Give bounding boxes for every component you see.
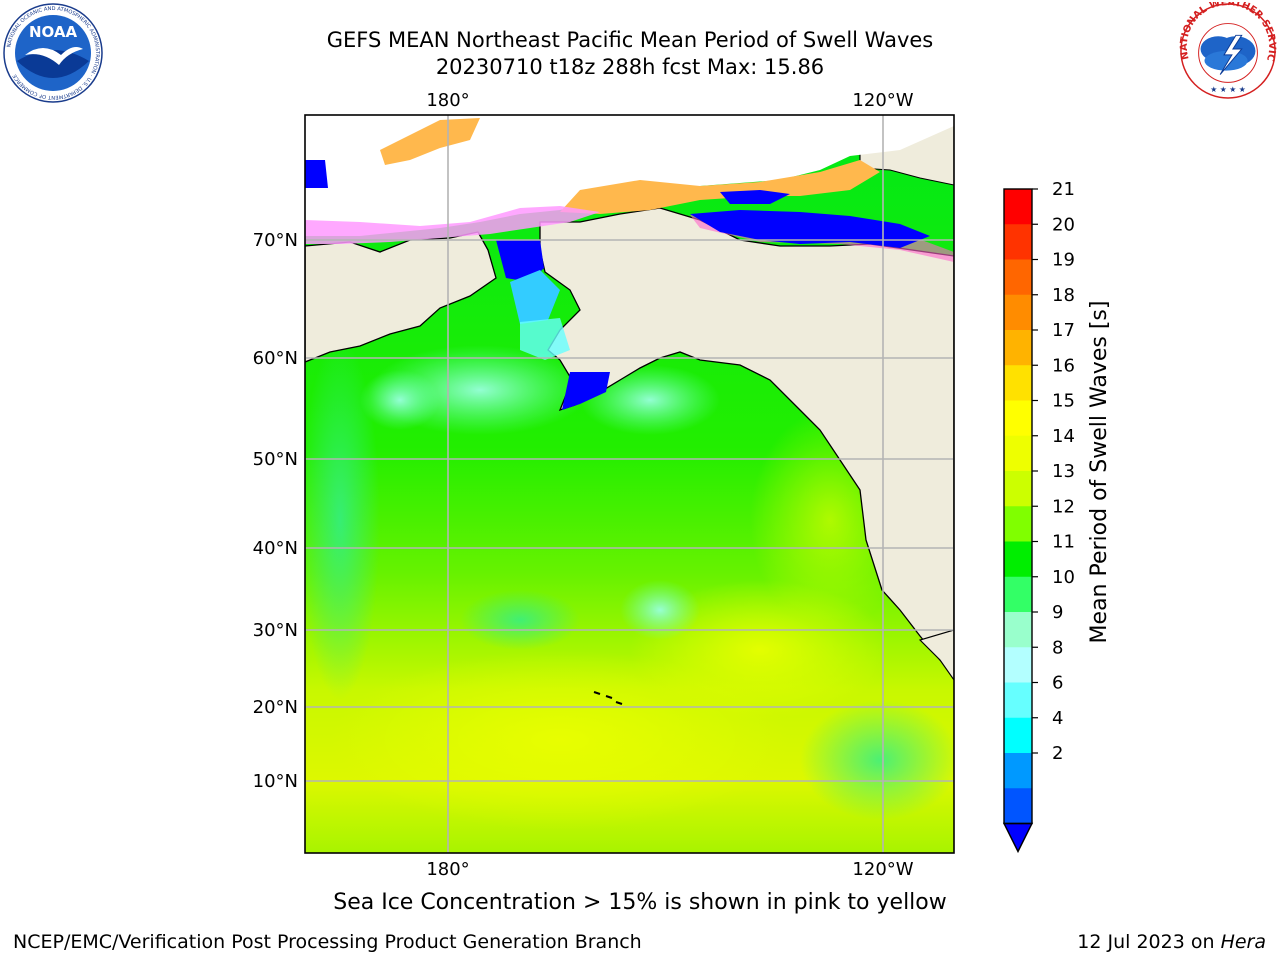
colorbar-tick-label: 9	[1052, 602, 1063, 623]
colorbar-tick-label: 19	[1052, 250, 1075, 271]
colorbar-tick-label: 16	[1052, 355, 1075, 376]
lat-label-20n: 20°N	[253, 697, 298, 718]
colorbar-label: Mean Period of Swell Waves [s]	[1087, 301, 1112, 644]
colorbar-segment	[1004, 647, 1032, 683]
footer-date-text: 12 Jul 2023 on	[1077, 931, 1221, 953]
colorbar-tick-label: 18	[1052, 285, 1075, 306]
lat-label-60n: 60°N	[253, 348, 298, 369]
map-subtitle: 20230710 t18z 288h fcst Max: 15.86	[435, 55, 825, 79]
colorbar-tick-label: 20	[1052, 214, 1075, 235]
map-area	[305, 115, 954, 853]
lat-label-30n: 30°N	[253, 620, 298, 641]
colorbar-segment	[1004, 753, 1032, 789]
nws-logo: NATIONAL WEATHER SERVICE ★ ★ ★ ★	[1178, 2, 1277, 99]
noaa-logo-text: NOAA	[29, 23, 78, 41]
sea-ice-note: Sea Ice Concentration > 15% is shown in …	[333, 890, 947, 915]
colorbar-segment	[1004, 365, 1032, 401]
colorbar-tick-label: 11	[1052, 532, 1075, 553]
colorbar-segment	[1004, 189, 1032, 225]
colorbar: 21 20 19 18 17 16 15 14 13 12 11 10 9 8 6 4 2	[1002, 179, 1075, 854]
colorbar-segment	[1004, 682, 1032, 719]
colorbar-tick-label: 10	[1052, 567, 1075, 588]
map-frame	[304, 114, 955, 854]
lat-label-10n: 10°N	[253, 771, 298, 792]
colorbar-tick-label: 17	[1052, 320, 1075, 341]
map-title: GEFS MEAN Northeast Pacific Mean Period …	[326, 28, 934, 52]
colorbar-tick-label: 15	[1052, 391, 1075, 412]
colorbar-segment	[1004, 294, 1032, 331]
colorbar-extend-arrow	[1002, 822, 1034, 854]
colorbar-segment	[1004, 224, 1032, 260]
lat-label-70n: 70°N	[253, 230, 298, 251]
lon-label-bottom-180: 180°	[426, 859, 469, 880]
colorbar-tick-label: 12	[1052, 496, 1075, 517]
lon-label-bottom-120w: 120°W	[852, 859, 913, 880]
lat-label-40n: 40°N	[253, 538, 298, 559]
colorbar-tick-label: 8	[1052, 637, 1063, 658]
colorbar-segment	[1004, 788, 1032, 824]
colorbar-segment	[1004, 541, 1032, 578]
colorbar-segment	[1004, 330, 1032, 366]
lon-label-top-120w: 120°W	[852, 90, 913, 111]
colorbar-segment	[1004, 435, 1032, 472]
colorbar-segment	[1004, 612, 1032, 648]
noaa-logo: NOAA NATIONAL OCEANIC AND ATMOSPHERIC AD…	[3, 3, 103, 103]
footer-credit: NCEP/EMC/Verification Post Processing Pr…	[13, 931, 642, 953]
colorbar-tick-label: 2	[1052, 743, 1063, 764]
colorbar-tick-label: 4	[1052, 708, 1063, 729]
colorbar-tick-label: 14	[1052, 426, 1075, 447]
colorbar-segment	[1004, 576, 1032, 613]
colorbar-segment	[1004, 400, 1032, 437]
colorbar-segment	[1004, 506, 1032, 542]
land-mexico	[918, 629, 954, 682]
footer-date: 12 Jul 2023 on Hera	[1077, 931, 1266, 953]
colorbar-tick-label: 6	[1052, 673, 1063, 694]
lat-label-50n: 50°N	[253, 449, 298, 470]
graticule	[305, 115, 954, 853]
footer-machine: Hera	[1220, 931, 1266, 953]
colorbar-segment	[1004, 717, 1032, 754]
colorbar-tick-label: 13	[1052, 461, 1075, 482]
svg-text:★ ★ ★ ★: ★ ★ ★ ★	[1210, 85, 1246, 94]
colorbar-tick-label: 21	[1052, 179, 1075, 200]
colorbar-segment	[1004, 259, 1032, 296]
lon-label-top-180: 180°	[426, 90, 469, 111]
colorbar-segment	[1004, 471, 1032, 507]
